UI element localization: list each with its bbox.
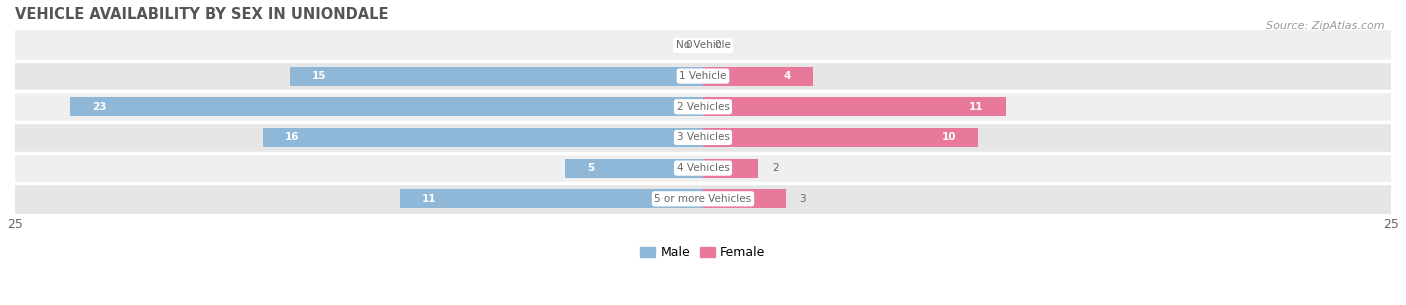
Bar bbox=[401, 189, 703, 208]
Bar bbox=[15, 153, 1391, 184]
Text: 3: 3 bbox=[800, 194, 806, 204]
Bar bbox=[15, 30, 1391, 61]
Text: 0: 0 bbox=[686, 40, 692, 50]
Text: 11: 11 bbox=[422, 194, 437, 204]
Text: 4 Vehicles: 4 Vehicles bbox=[676, 163, 730, 173]
Text: 11: 11 bbox=[969, 102, 984, 112]
Bar bbox=[290, 66, 703, 86]
Text: 4: 4 bbox=[783, 71, 792, 81]
Bar bbox=[70, 97, 703, 116]
Text: 1 Vehicle: 1 Vehicle bbox=[679, 71, 727, 81]
Text: 3 Vehicles: 3 Vehicles bbox=[676, 132, 730, 142]
Text: 23: 23 bbox=[91, 102, 107, 112]
Legend: Male, Female: Male, Female bbox=[641, 246, 765, 260]
Text: 5: 5 bbox=[588, 163, 595, 173]
Text: 2: 2 bbox=[772, 163, 779, 173]
Bar bbox=[565, 159, 703, 178]
Bar bbox=[263, 128, 703, 147]
Text: 10: 10 bbox=[942, 132, 956, 142]
Text: Source: ZipAtlas.com: Source: ZipAtlas.com bbox=[1267, 21, 1385, 31]
Bar bbox=[703, 66, 813, 86]
Text: 0: 0 bbox=[714, 40, 720, 50]
Bar bbox=[15, 61, 1391, 92]
Bar bbox=[703, 159, 758, 178]
Text: 2 Vehicles: 2 Vehicles bbox=[676, 102, 730, 112]
Bar bbox=[15, 184, 1391, 214]
Bar bbox=[703, 128, 979, 147]
Text: 16: 16 bbox=[284, 132, 299, 142]
Bar bbox=[15, 122, 1391, 153]
Text: No Vehicle: No Vehicle bbox=[675, 40, 731, 50]
Bar bbox=[15, 92, 1391, 122]
Bar bbox=[703, 97, 1005, 116]
Text: 15: 15 bbox=[312, 71, 326, 81]
Text: 5 or more Vehicles: 5 or more Vehicles bbox=[654, 194, 752, 204]
Text: VEHICLE AVAILABILITY BY SEX IN UNIONDALE: VEHICLE AVAILABILITY BY SEX IN UNIONDALE bbox=[15, 7, 388, 22]
Bar bbox=[703, 189, 786, 208]
